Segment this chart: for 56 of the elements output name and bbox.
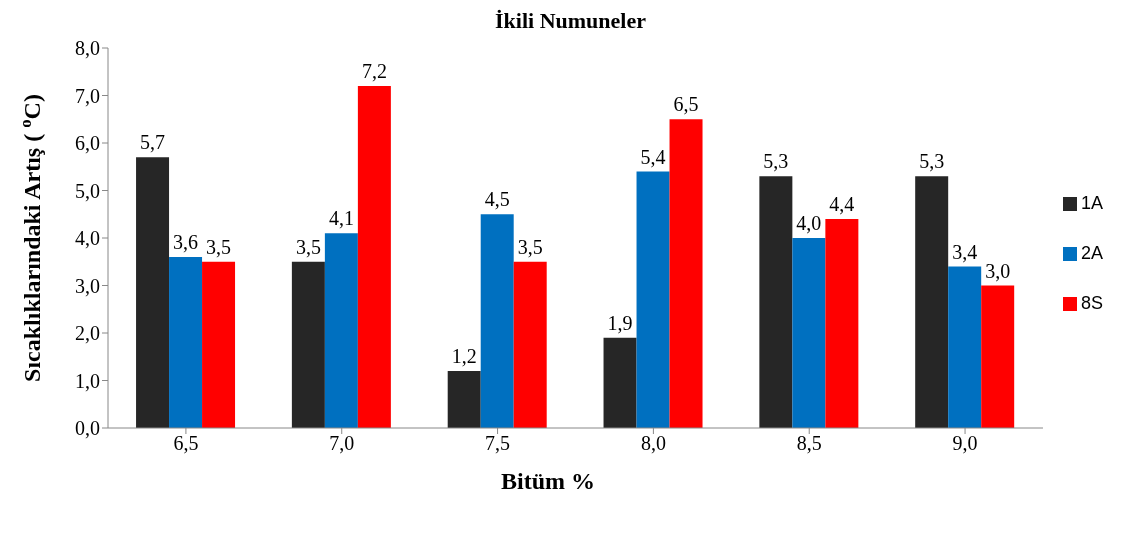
data-label: 5,7	[140, 131, 166, 154]
y-tick-label: 5,0	[75, 179, 100, 202]
bar	[759, 176, 793, 428]
bar	[169, 257, 203, 428]
bar	[603, 337, 637, 428]
bar	[636, 171, 670, 428]
bar	[324, 233, 358, 428]
legend-label: 8S	[1080, 293, 1103, 313]
data-label: 3,5	[517, 235, 543, 258]
x-tick-label: 8,0	[640, 432, 666, 455]
bar	[669, 119, 703, 428]
data-label: 3,5	[206, 235, 232, 258]
bar	[915, 176, 949, 428]
y-tick-label: 3,0	[75, 274, 100, 297]
data-label: 6,5	[673, 93, 699, 116]
data-label: 3,5	[295, 235, 321, 258]
x-tick-label: 7,0	[329, 432, 355, 455]
data-label: 1,2	[451, 345, 477, 367]
y-tick-label: 7,0	[75, 84, 100, 107]
x-axis-title: Bitüm %	[500, 468, 596, 495]
data-label: 4,5	[484, 188, 510, 211]
y-tick-label: 8,0	[75, 37, 100, 60]
legend-label: 2A	[1080, 243, 1103, 263]
x-tick-label: 6,5	[173, 432, 199, 455]
bar	[291, 261, 325, 428]
data-label: 5,3	[919, 150, 945, 173]
data-label: 4,1	[328, 207, 354, 230]
y-tick-label: 1,0	[75, 369, 100, 392]
chart-title: İkili Numuneler	[494, 8, 647, 35]
bar	[825, 219, 859, 428]
bar	[513, 261, 547, 428]
data-label: 3,4	[952, 240, 978, 263]
bar	[357, 86, 391, 428]
data-label: 3,6	[173, 231, 199, 253]
data-label: 5,3	[763, 150, 789, 173]
data-label: 7,2	[361, 60, 387, 82]
y-tick-label: 2,0	[75, 322, 100, 345]
y-tick-label: 6,0	[75, 132, 100, 155]
x-tick-label: 9,0	[952, 432, 978, 455]
bar	[981, 285, 1015, 428]
x-tick-label: 8,5	[796, 432, 822, 455]
bar	[202, 261, 236, 428]
y-tick-label: 4,0	[75, 227, 100, 250]
bar	[792, 238, 826, 428]
data-label: 4,0	[796, 212, 822, 234]
x-tick-label: 7,5	[485, 432, 511, 455]
bar	[447, 371, 481, 428]
y-tick-label: 0,0	[75, 417, 100, 440]
bar	[480, 214, 514, 428]
data-label: 4,4	[829, 193, 855, 215]
bar	[136, 157, 170, 428]
legend-label: 1A	[1080, 193, 1103, 213]
data-label: 5,4	[640, 145, 666, 168]
data-label: 3,0	[985, 259, 1011, 282]
bar	[948, 266, 982, 428]
data-label: 1,9	[607, 311, 633, 334]
